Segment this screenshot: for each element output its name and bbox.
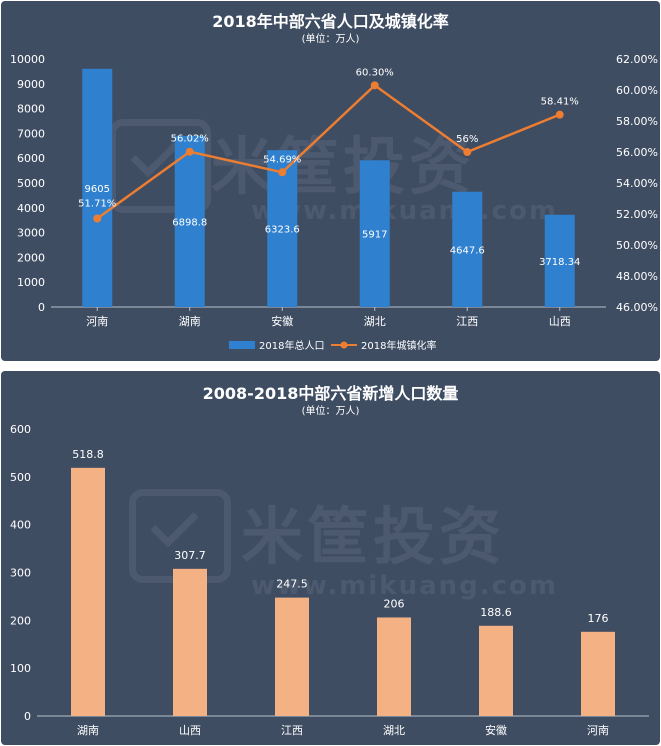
- bar-value-label: 247.5: [276, 578, 308, 591]
- y-left-tick-label: 10000: [10, 53, 45, 66]
- y-tick-label: 0: [24, 710, 31, 723]
- bar: [359, 160, 390, 307]
- x-tick-label: 湖北: [364, 315, 386, 328]
- line-point: [370, 81, 379, 90]
- y-right-tick-label: 62.00%: [616, 53, 658, 66]
- bar: [452, 191, 483, 307]
- bar: [174, 135, 205, 307]
- y-right-tick-label: 50.00%: [616, 239, 658, 252]
- line-value-label: 51.71%: [78, 198, 116, 209]
- y-tick-label: 100: [10, 662, 31, 675]
- x-tick-label: 河南: [587, 724, 609, 737]
- chart-title: 2008-2018中部六省新增人口数量: [202, 384, 459, 403]
- line-point: [185, 147, 194, 156]
- line-value-label: 56.02%: [171, 134, 209, 145]
- y-left-tick-label: 0: [38, 301, 45, 314]
- legend-bar-label: 2018年总人口: [259, 339, 324, 352]
- bar-value-label: 176: [588, 612, 609, 625]
- line-value-label: 56%: [456, 134, 478, 145]
- line-value-label: 54.69%: [263, 154, 301, 165]
- y-tick-label: 200: [10, 614, 31, 627]
- legend-line-label: 2018年城镇化率: [361, 339, 436, 352]
- bar-value-label: 206: [384, 597, 405, 610]
- x-tick-label: 湖南: [179, 315, 201, 328]
- growth-chart: 0 100 200 300 400 500 600 518.8 307.7 247.5 206 188…: [10, 423, 649, 737]
- y-right-tick-label: 46.00%: [616, 301, 658, 314]
- bar-value-label: 9605: [85, 184, 110, 195]
- chart-title: 2018年中部六省人口及城镇化率: [212, 12, 449, 31]
- line-value-label: 60.30%: [356, 67, 394, 78]
- line-point: [93, 214, 102, 223]
- x-tick-label: 湖北: [383, 724, 405, 737]
- y-left-tick-label: 5000: [17, 177, 45, 190]
- y-left-tick-label: 2000: [17, 251, 45, 264]
- x-tick-label: 江西: [281, 724, 303, 737]
- line-point: [555, 110, 564, 119]
- y-left-tick-label: 9000: [17, 78, 45, 91]
- y-left-tick-label: 8000: [17, 103, 45, 116]
- line-point: [463, 148, 472, 156]
- y-tick-label: 300: [10, 567, 31, 580]
- chart-subtitle: (单位：万人): [301, 406, 360, 417]
- y-left-tick-label: 3000: [17, 227, 45, 240]
- watermark-logo: [109, 119, 211, 213]
- bar: [82, 68, 113, 308]
- legend-line-marker: [340, 341, 348, 349]
- x-tick-label: 山西: [179, 724, 201, 737]
- chart-panel-growth: 米筐投资 www.mikuang.com 2008-2018中部六省新增人口数量…: [1, 371, 660, 745]
- bar: [173, 568, 207, 716]
- line-point: [278, 168, 287, 177]
- x-tick-label: 河南: [86, 315, 108, 328]
- y-tick-label: 500: [10, 471, 31, 484]
- y-tick-label: 400: [10, 519, 31, 532]
- legend-bar-swatch: [229, 341, 255, 349]
- chart-panel-population: 米筐投资 www.mikuang.com 2018年中部六省人口及城镇化率 (单…: [1, 1, 660, 361]
- bar: [479, 625, 513, 716]
- y-right-tick-label: 52.00%: [616, 208, 658, 221]
- bar: [377, 617, 411, 716]
- bar-value-label: 5917: [362, 230, 387, 241]
- bar-value-label: 3718.34: [539, 257, 580, 268]
- y-right-tick-label: 54.00%: [616, 177, 658, 190]
- x-tick-label: 江西: [456, 315, 478, 328]
- y-right-tick-label: 56.00%: [616, 146, 658, 159]
- x-tick-label: 山西: [549, 315, 571, 328]
- line-series: [96, 83, 561, 220]
- bar-value-label: 188.6: [480, 606, 512, 619]
- y-right-tick-label: 58.00%: [616, 115, 658, 128]
- bar: [544, 214, 575, 307]
- bar: [581, 631, 615, 716]
- bar-value-label: 4647.6: [450, 245, 485, 256]
- y-right-tick-label: 60.00%: [616, 84, 658, 97]
- bar-value-label: 518.8: [72, 448, 104, 461]
- x-tick-label: 湖南: [77, 724, 99, 737]
- y-left-tick-label: 7000: [17, 127, 45, 140]
- population-chart: 0 1000 2000 3000 4000 5000 6000 7000 8000 9000 100…: [10, 53, 658, 352]
- y-tick-label: 600: [10, 423, 31, 436]
- x-tick-label: 安徽: [485, 723, 507, 737]
- y-left-tick-label: 6000: [17, 152, 45, 165]
- bar-value-label: 6323.6: [265, 225, 300, 236]
- chart-subtitle: (单位：万人): [301, 34, 360, 45]
- y-left-tick-label: 4000: [17, 202, 45, 215]
- bar: [71, 467, 105, 716]
- bar: [267, 150, 298, 307]
- line-value-label: 58.41%: [541, 97, 579, 108]
- y-right-tick-label: 48.00%: [616, 270, 658, 283]
- x-tick-label: 安徽: [271, 314, 293, 328]
- bar-value-label: 307.7: [174, 549, 206, 562]
- y-left-tick-label: 1000: [17, 276, 45, 289]
- bar-value-label: 6898.8: [172, 217, 207, 228]
- bar: [275, 597, 309, 716]
